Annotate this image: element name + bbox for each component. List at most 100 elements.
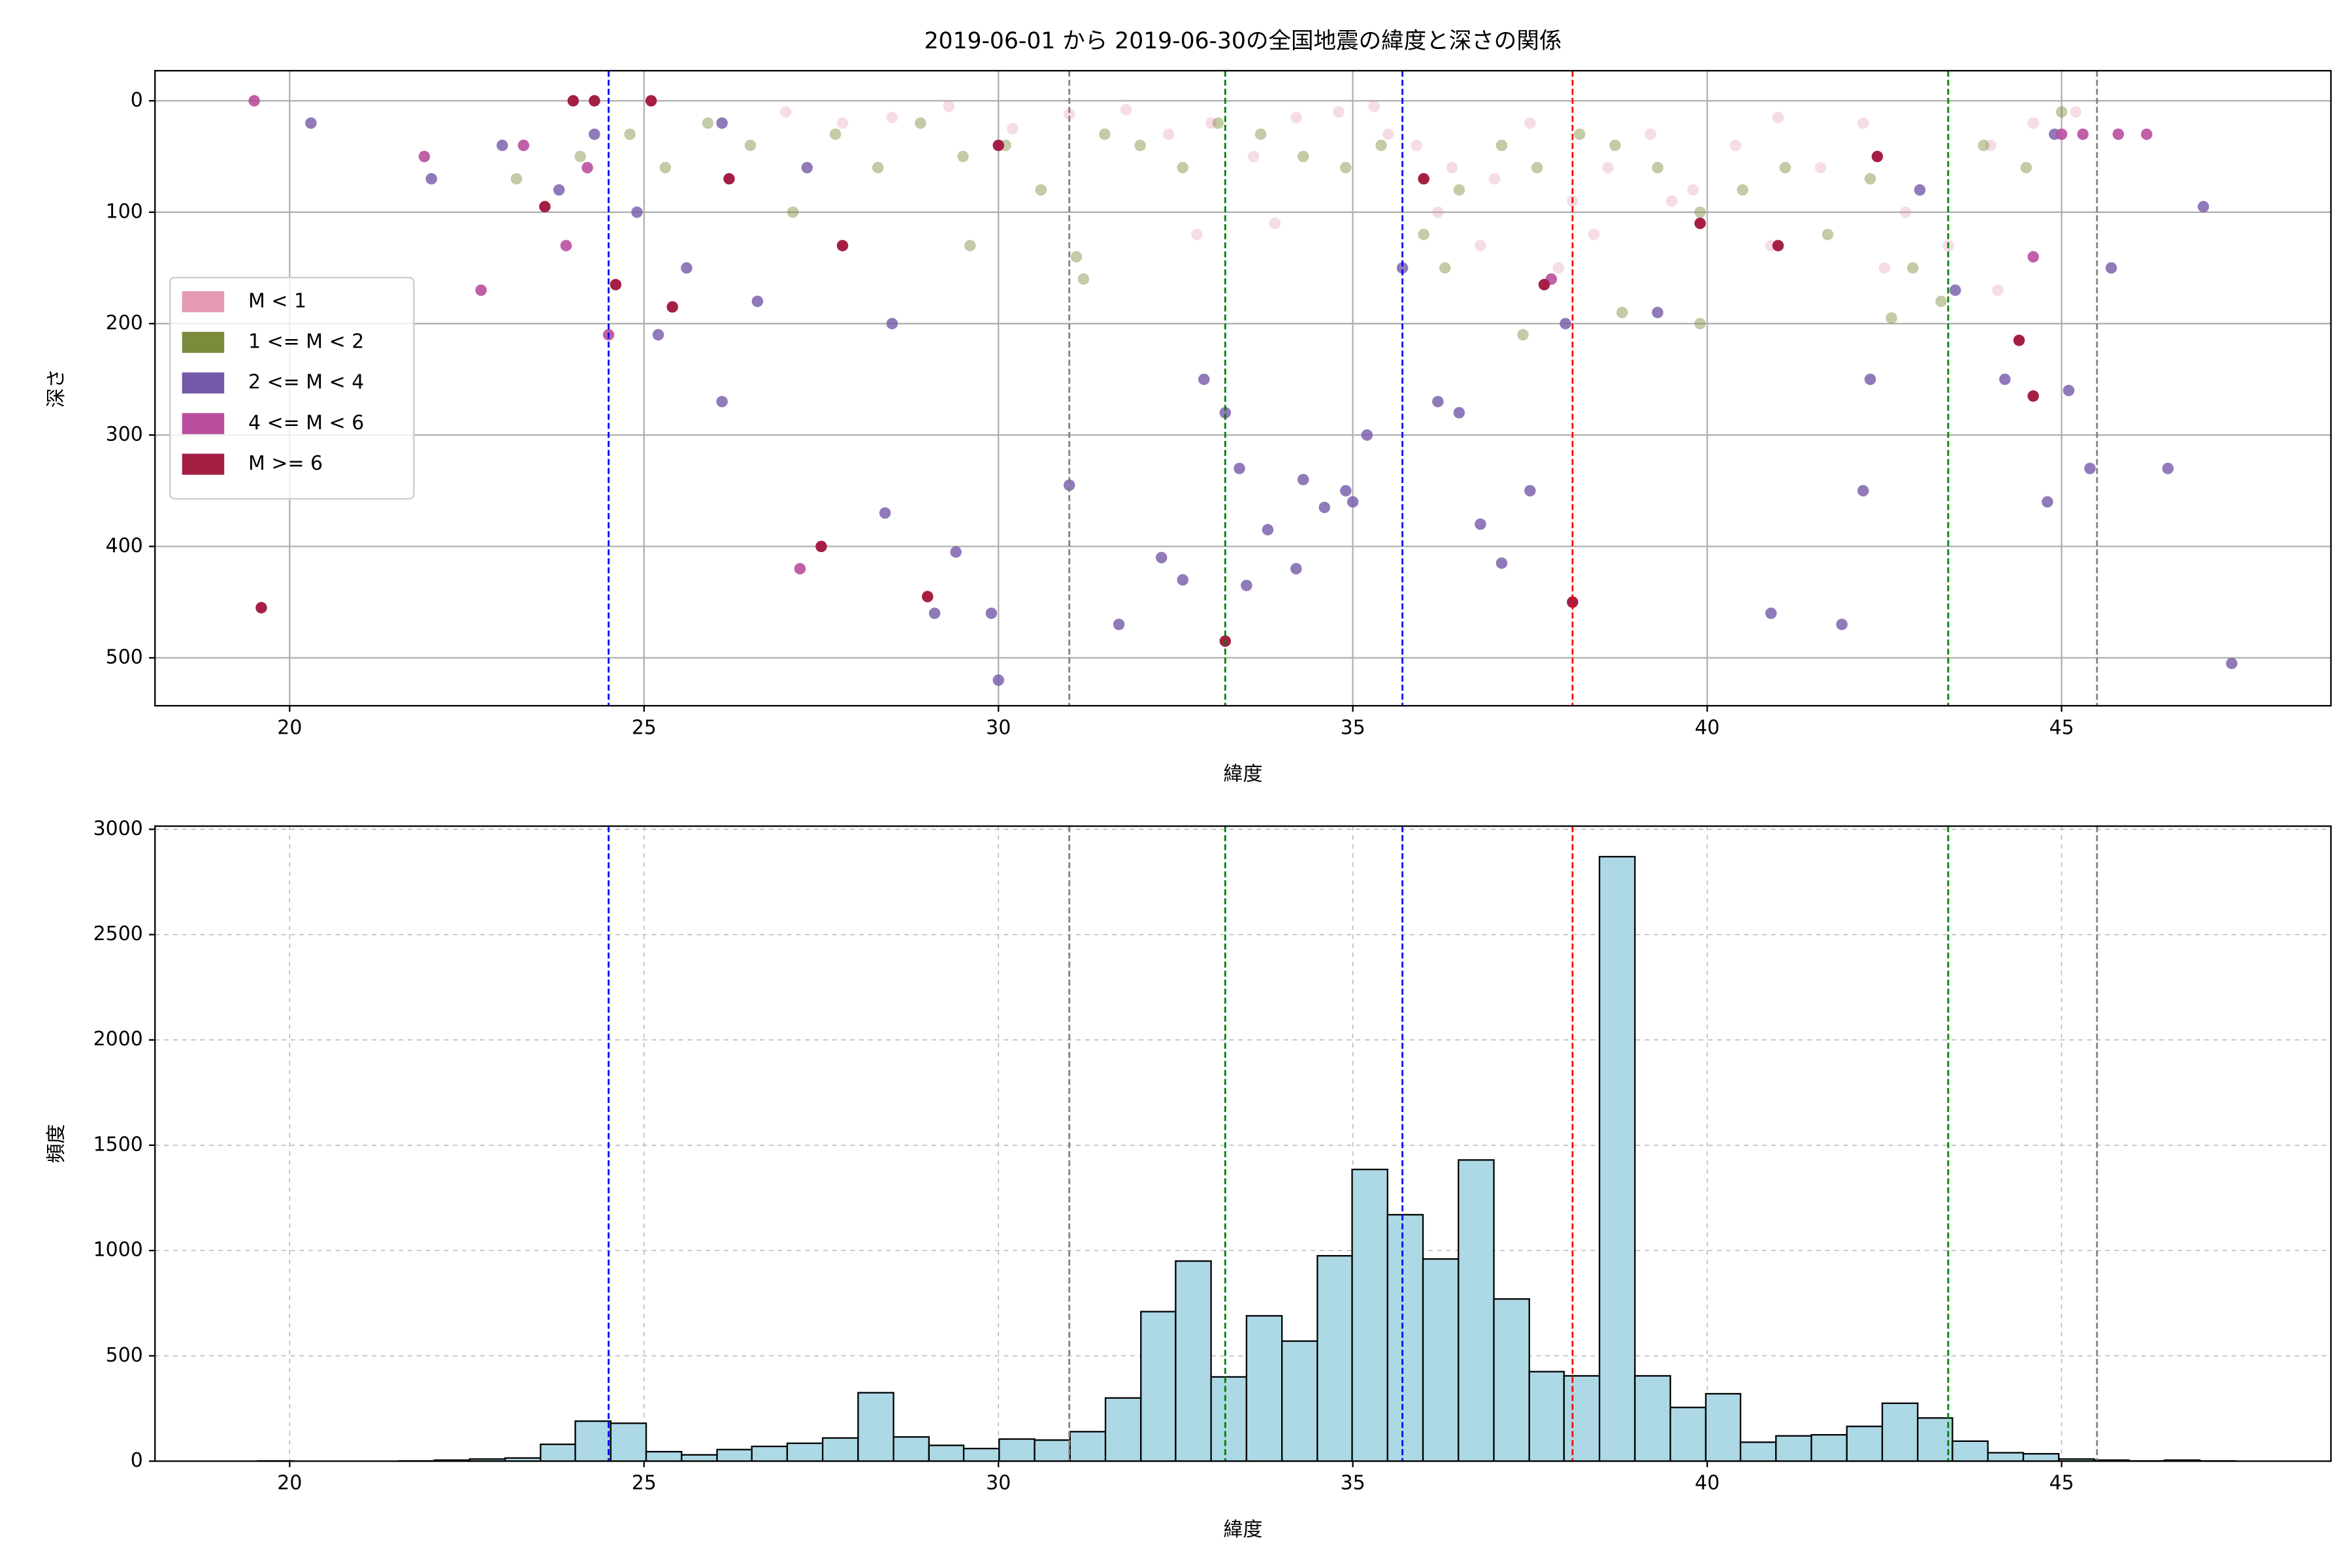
histogram-bar xyxy=(822,1437,859,1462)
scatter-point xyxy=(1340,485,1352,497)
histogram-bar xyxy=(1810,1434,1848,1462)
scatter-point xyxy=(1219,407,1232,419)
scatter-point xyxy=(1318,501,1331,514)
scatter-point xyxy=(872,161,884,174)
scatter-point xyxy=(645,95,657,107)
histogram-bar xyxy=(1210,1376,1248,1462)
scatter-point xyxy=(1836,618,1848,630)
y-tick-label: 100 xyxy=(106,200,143,223)
scatter-point xyxy=(2020,161,2033,174)
scatter-point xyxy=(2105,262,2117,274)
scatter-point xyxy=(1914,184,1926,196)
scatter-point xyxy=(716,117,728,129)
scatter-point xyxy=(1248,150,1260,163)
legend-box xyxy=(169,276,415,500)
scatter-point xyxy=(815,540,827,553)
legend-label: 2 <= M < 4 xyxy=(248,371,364,394)
y-tick-label: 400 xyxy=(106,534,143,557)
x-tick-label: 20 xyxy=(277,716,302,739)
scatter-point xyxy=(1729,139,1742,152)
y-tick-label: 2500 xyxy=(93,923,143,945)
histogram-bar xyxy=(962,1447,1000,1462)
y-tick-label: 300 xyxy=(106,423,143,446)
scatter-point xyxy=(1814,161,1827,174)
scatter-point xyxy=(1864,172,1876,185)
legend-label: M >= 6 xyxy=(248,452,323,475)
scatter-point xyxy=(744,139,757,152)
scatter-point xyxy=(1886,312,1897,324)
scatter-point xyxy=(1254,128,1267,140)
scatter-point xyxy=(1241,580,1252,591)
scatter-point xyxy=(1475,240,1486,252)
scatter-point xyxy=(1347,496,1359,508)
scatter-point xyxy=(1418,172,1429,185)
scatter-point xyxy=(1687,184,1699,196)
histogram-bar xyxy=(645,1450,683,1462)
scatter-point xyxy=(581,161,593,174)
x-tick-label: 45 xyxy=(2049,716,2074,739)
scatter-point xyxy=(1432,395,1444,408)
scatter-point xyxy=(1290,563,1302,575)
x-tick-label: 25 xyxy=(632,1472,657,1495)
scatter-point xyxy=(1155,551,1168,564)
scatter-point xyxy=(305,117,317,129)
scatter-point xyxy=(921,591,934,602)
histogram-bar xyxy=(1846,1426,1884,1462)
scatter-point xyxy=(418,150,431,163)
histogram-bar xyxy=(574,1420,612,1462)
scatter-point xyxy=(1177,574,1189,586)
histogram-bar xyxy=(1069,1431,1107,1462)
histogram-bar xyxy=(1351,1168,1388,1462)
histogram-bar xyxy=(1952,1440,1989,1462)
histogram-bar xyxy=(928,1445,965,1462)
histogram-bar xyxy=(1493,1298,1530,1462)
scatter-point xyxy=(836,240,849,252)
histogram-bar xyxy=(1881,1402,1919,1462)
y-tick-label: 500 xyxy=(106,645,143,668)
axes-frame xyxy=(154,825,2332,1462)
histogram-bar xyxy=(540,1443,576,1462)
plot-area xyxy=(248,71,2238,706)
histogram-bar xyxy=(1140,1311,1177,1462)
x-tick-label: 40 xyxy=(1695,1472,1720,1495)
scatter-point xyxy=(751,295,764,307)
scatter-point xyxy=(497,139,508,152)
scatter-point xyxy=(1871,150,1884,163)
scatter-point xyxy=(1007,123,1019,135)
scatter-point xyxy=(1418,229,1429,240)
legend-swatch xyxy=(182,413,225,434)
legend-swatch xyxy=(182,372,225,394)
y-tick-label: 3000 xyxy=(93,817,143,840)
scatter-point xyxy=(1134,139,1146,152)
scatter-point xyxy=(1906,262,1919,274)
scatter-point xyxy=(1602,161,1614,174)
legend-label: M < 1 xyxy=(248,289,306,312)
scatter-point xyxy=(2162,463,2174,474)
scatter-point xyxy=(2055,106,2068,118)
scatter-point xyxy=(1198,373,1210,385)
scatter-point xyxy=(1609,139,1621,152)
scatter-point xyxy=(631,206,643,218)
scatter-point xyxy=(992,674,1004,686)
scatter-point xyxy=(1666,195,1678,207)
y-tick-label: 1000 xyxy=(93,1239,143,1262)
scatter-point xyxy=(2077,128,2089,140)
histogram-bar xyxy=(610,1422,647,1462)
scatter-point xyxy=(2112,128,2125,140)
scatter-point xyxy=(1999,373,2011,385)
scatter-point xyxy=(1857,485,1869,497)
histogram-bar xyxy=(786,1442,824,1462)
scatter-point xyxy=(1616,306,1628,319)
histogram-bar xyxy=(1739,1441,1777,1462)
scatter-point xyxy=(1077,273,1090,285)
scatter-point xyxy=(1177,161,1189,174)
scatter-point xyxy=(666,301,678,313)
scatter-point xyxy=(1120,104,1132,116)
scatter-point xyxy=(1978,139,1989,152)
scatter-point xyxy=(1269,218,1281,229)
scatter-point xyxy=(574,150,586,163)
x-tick-label: 25 xyxy=(632,716,657,739)
scatter-point xyxy=(659,161,672,174)
scatter-point xyxy=(475,284,487,296)
